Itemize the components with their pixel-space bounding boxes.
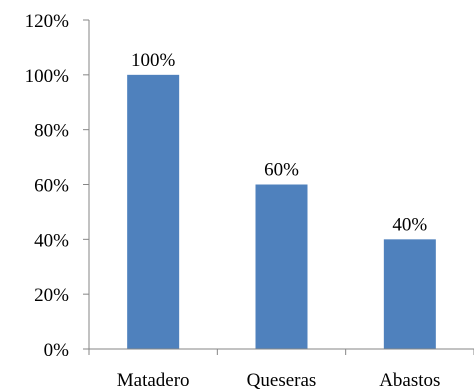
bar-abastos bbox=[383, 239, 436, 349]
y-tick-label: 100% bbox=[25, 66, 70, 87]
y-ticks: 0% 20% 40% 60% 80% 100% 120% bbox=[25, 11, 89, 361]
data-label: 100% bbox=[131, 50, 176, 71]
x-category-label: Matadero bbox=[117, 370, 190, 389]
x-ticks: Matadero Queseras Abastos bbox=[88, 349, 474, 389]
bar-queseras bbox=[255, 184, 308, 349]
y-tick-label: 120% bbox=[25, 11, 70, 32]
y-tick-label: 20% bbox=[34, 285, 69, 306]
data-label: 40% bbox=[392, 214, 427, 235]
bars-layer bbox=[127, 74, 436, 349]
bar-matadero bbox=[127, 74, 180, 349]
data-labels: 100% 60% 40% bbox=[131, 50, 427, 235]
y-tick-label: 40% bbox=[34, 230, 69, 251]
y-tick-label: 80% bbox=[34, 121, 69, 142]
data-label: 60% bbox=[264, 160, 299, 181]
x-category-label: Queseras bbox=[247, 370, 317, 389]
y-tick-label: 60% bbox=[34, 176, 69, 197]
x-category-label: Abastos bbox=[379, 370, 440, 389]
y-tick-label: 0% bbox=[44, 340, 70, 361]
